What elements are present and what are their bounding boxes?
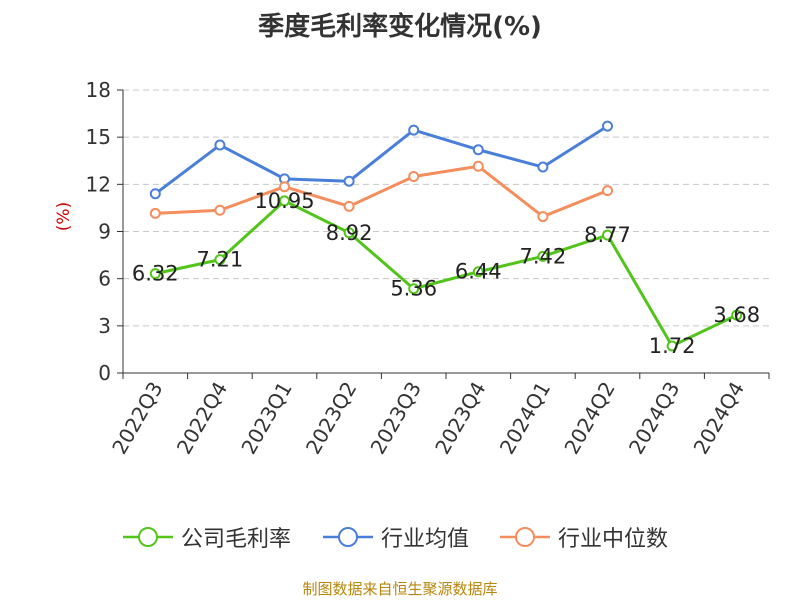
data-labels: 6.32 7.21 10.95 8.92 5.36 6.44 7.42 8.77 1.72 3.6… — [132, 189, 760, 358]
data-label: 8.92 — [326, 221, 373, 245]
x-tick-label: 2023Q4 — [430, 378, 490, 459]
y-tick-label: 15 — [86, 125, 111, 149]
data-point — [214, 204, 226, 216]
source-note: 制图数据来自恒生聚源数据库 — [302, 580, 498, 598]
x-tick-label: 2023Q1 — [236, 378, 296, 459]
chart-title: 季度毛利率变化情况(%) — [258, 12, 542, 42]
data-point — [149, 188, 161, 200]
x-tick-label: 2024Q1 — [495, 378, 555, 459]
data-point — [472, 266, 484, 278]
data-label: 1.72 — [649, 334, 696, 358]
series-line — [155, 164, 609, 219]
legend-label: 行业中位数 — [558, 527, 669, 552]
data-point — [472, 144, 484, 156]
data-point — [731, 309, 743, 321]
data-point — [537, 250, 549, 262]
data-point — [472, 160, 484, 172]
y-axis-label: (%) — [54, 202, 74, 231]
y-tick-label: 0 — [98, 361, 111, 385]
series-line — [154, 124, 609, 195]
x-tick-label: 2024Q4 — [689, 378, 749, 459]
y-tick-label: 3 — [98, 314, 111, 338]
x-tick-label: 2023Q2 — [301, 378, 361, 459]
data-point — [214, 139, 226, 151]
x-tick-label: 2022Q4 — [172, 378, 232, 459]
data-point — [149, 268, 161, 280]
grid — [123, 89, 769, 327]
x-tick-label: 2024Q3 — [624, 378, 684, 459]
data-point — [602, 229, 613, 241]
data-point — [602, 120, 613, 132]
y-tick-label: 6 — [98, 267, 111, 291]
data-point — [408, 124, 420, 136]
legend-marker-icon — [323, 527, 373, 547]
series — [149, 120, 743, 352]
y-tick-label: 18 — [86, 78, 111, 102]
x-tick-label: 2024Q2 — [559, 378, 619, 459]
data-point — [279, 195, 290, 207]
legend-label: 行业均值 — [381, 527, 470, 552]
y-tick-label: 9 — [98, 220, 111, 244]
data-point — [602, 185, 613, 197]
series-line — [154, 199, 738, 348]
data-point — [343, 175, 355, 187]
data-label: 3.68 — [713, 303, 760, 327]
legend: 公司毛利率 行业均值 行业中位数 — [0, 519, 800, 555]
data-label: 6.32 — [132, 262, 179, 286]
legend-item-industry-average[interactable]: 行业均值 — [323, 519, 469, 555]
data-label: 5.36 — [390, 277, 437, 301]
data-point — [408, 170, 420, 182]
data-point — [214, 254, 226, 266]
legend-item-company-margin[interactable]: 公司毛利率 — [123, 519, 291, 555]
data-label: 8.77 — [584, 223, 631, 247]
x-tick-label: 2023Q3 — [366, 378, 426, 459]
legend-label: 公司毛利率 — [181, 527, 292, 552]
legend-marker-icon — [123, 527, 173, 547]
legend-marker-icon — [500, 527, 550, 547]
x-tick-label: 2022Q3 — [107, 378, 167, 459]
data-point — [149, 207, 161, 219]
legend-item-industry-median[interactable]: 行业中位数 — [500, 519, 668, 555]
data-point — [666, 340, 678, 352]
data-point — [408, 283, 420, 295]
data-point — [537, 161, 549, 173]
data-point — [343, 227, 355, 239]
data-label: 7.21 — [197, 248, 244, 272]
data-label: 7.42 — [520, 244, 567, 268]
data-label: 10.95 — [254, 189, 314, 213]
data-point — [343, 200, 355, 212]
data-point — [537, 211, 549, 223]
data-label: 6.44 — [455, 260, 502, 284]
y-tick-label: 12 — [86, 172, 111, 196]
data-point — [279, 181, 290, 193]
